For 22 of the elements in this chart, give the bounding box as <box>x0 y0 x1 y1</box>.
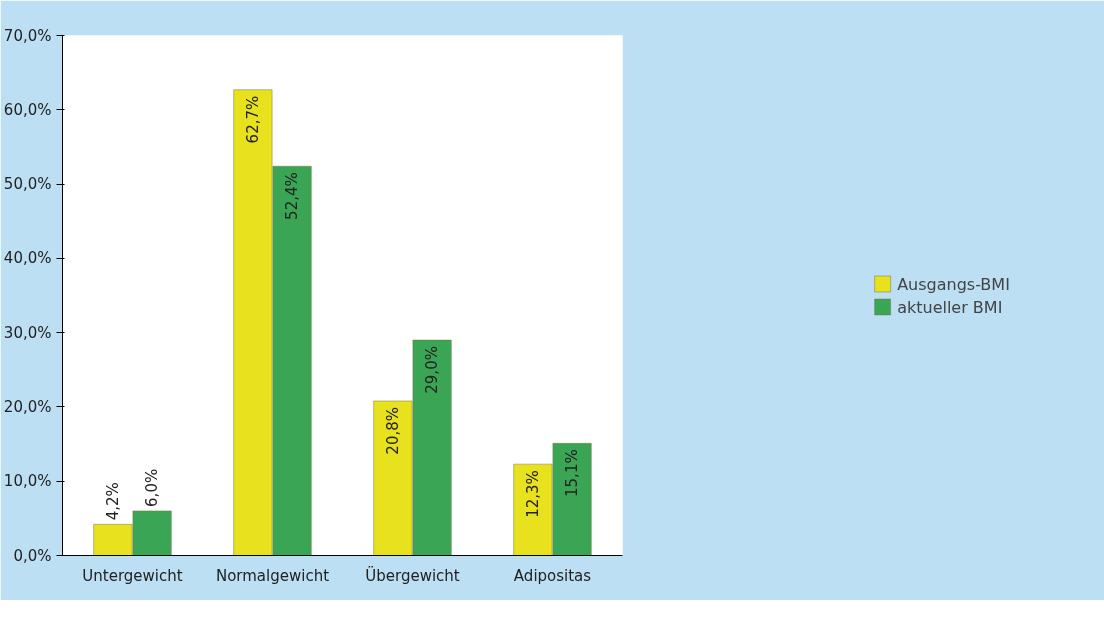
data-label: 4,2% <box>103 482 122 521</box>
data-label: 52,4% <box>283 172 302 220</box>
x-tick-label: Adipositas <box>513 566 592 585</box>
y-tick-label: 10,0% <box>3 472 52 491</box>
y-tick-label: 50,0% <box>3 175 52 194</box>
y-tick-label: 20,0% <box>3 397 52 416</box>
x-tick-label: Übergewicht <box>365 565 460 585</box>
data-label: 29,0% <box>423 346 442 394</box>
data-label: 15,1% <box>563 449 582 497</box>
y-tick-label: 30,0% <box>3 323 52 342</box>
data-label: 12,3% <box>523 470 542 518</box>
y-tick-label: 40,0% <box>3 249 52 268</box>
data-label: 20,8% <box>383 406 402 455</box>
y-tick-label: 0,0% <box>13 546 52 565</box>
data-label: 62,7% <box>243 95 262 144</box>
data-label: 6,0% <box>143 468 162 507</box>
x-tick-label: Normalgewicht <box>215 566 330 585</box>
legend-label: Ausgangs-BMI <box>897 274 1010 293</box>
y-tick-label: 60,0% <box>3 100 52 119</box>
y-tick-label: 70,0% <box>3 26 52 45</box>
legend-label: aktueller BMI <box>897 297 1003 316</box>
x-tick-label: Untergewicht <box>82 566 183 585</box>
